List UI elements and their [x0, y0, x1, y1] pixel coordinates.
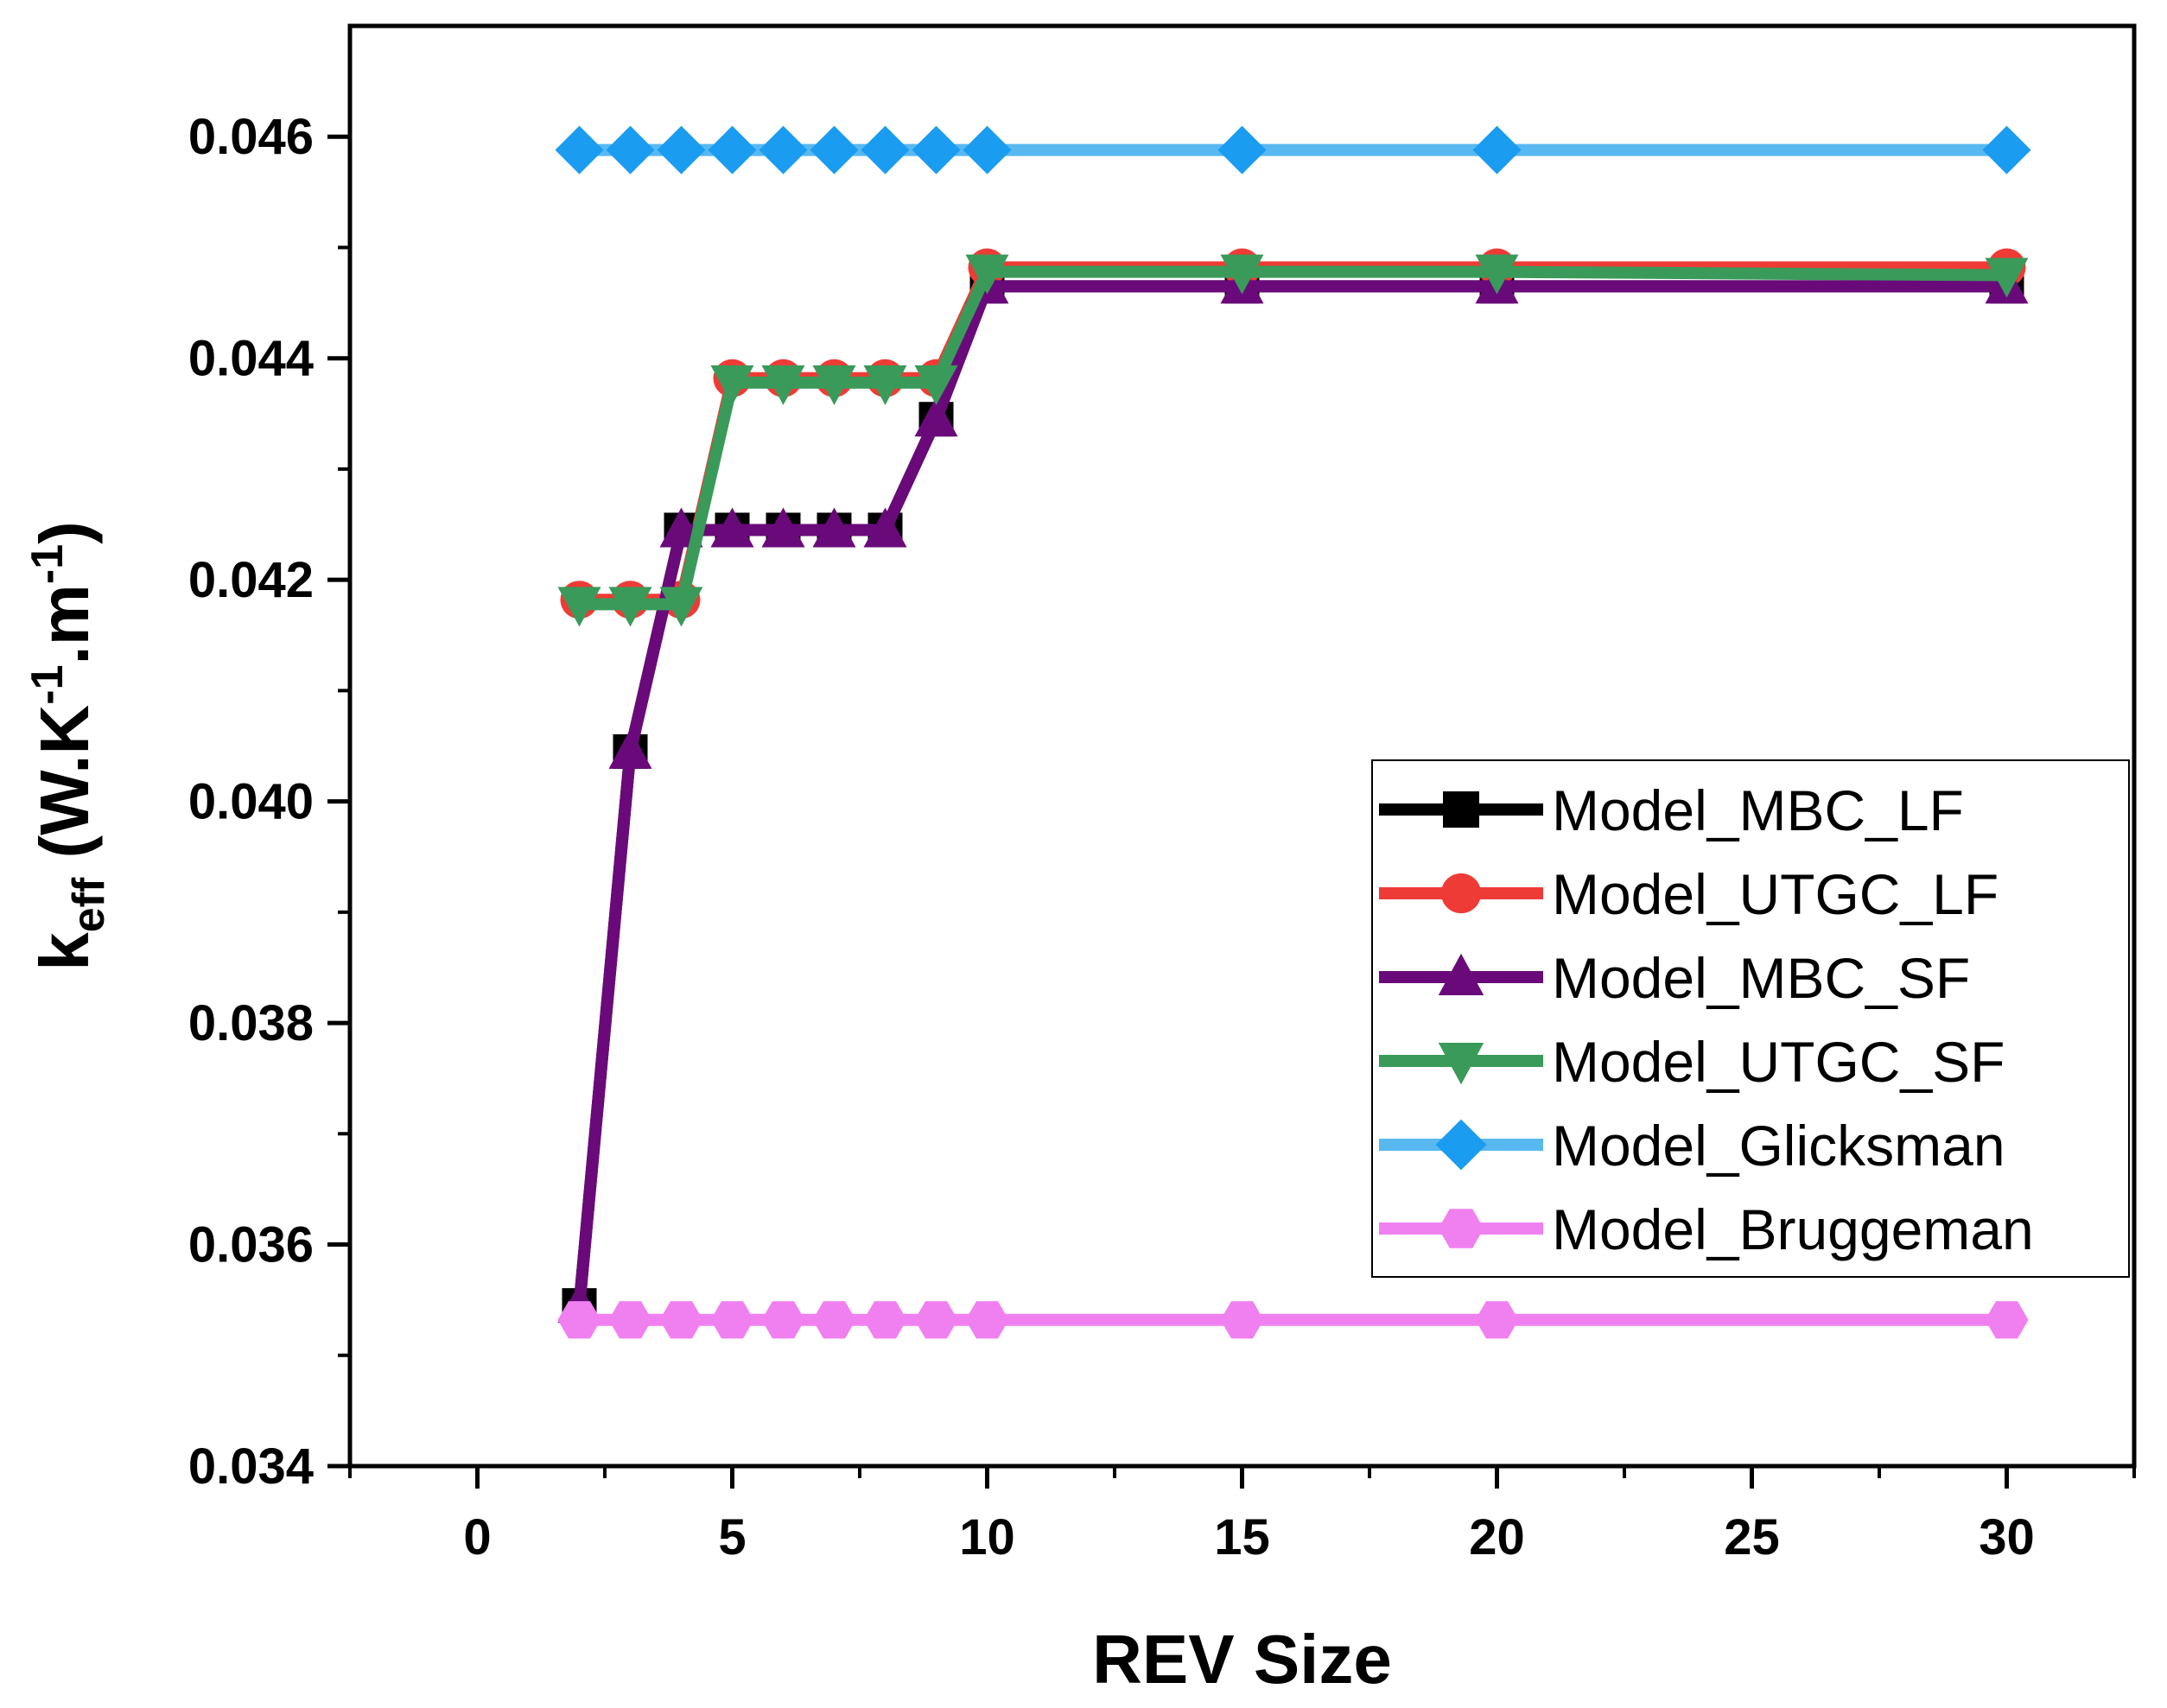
data-point	[863, 365, 907, 405]
data-point	[863, 507, 907, 548]
data-point	[608, 728, 652, 769]
y-tick-label: 0.044	[188, 331, 314, 387]
data-point	[759, 125, 808, 175]
data-point	[810, 125, 859, 175]
series-line	[573, 280, 2007, 1306]
y-axis: 0.034 0.036 0.038 0.040 0.042 0.044 0.046	[188, 109, 350, 1495]
x-tick-label: 25	[1724, 1509, 1780, 1565]
legend-label: Model_UTGC_SF	[1552, 1030, 2005, 1094]
data-point	[812, 507, 856, 548]
x-tick-label: 10	[959, 1509, 1015, 1565]
y-tick-label: 0.040	[188, 774, 314, 830]
legend-label: Model_MBC_SF	[1552, 946, 1970, 1010]
series-Model_UTGC_SF	[557, 254, 2029, 627]
x-tick-label: 15	[1214, 1509, 1270, 1565]
legend-box	[1371, 759, 2130, 1278]
legend-entry: Model_UTGC_SF	[1379, 1030, 2005, 1094]
series-Model_Glicksman	[555, 125, 2031, 175]
data-point	[557, 1301, 601, 1339]
y-title-base: k	[26, 932, 103, 971]
x-tick-label: 20	[1469, 1509, 1525, 1565]
legend-label: Model_Glicksman	[1552, 1114, 2005, 1178]
data-point	[1217, 125, 1267, 175]
legend-label: Model_Bruggeman	[1552, 1197, 2034, 1261]
data-point	[557, 587, 601, 627]
data-point	[761, 507, 805, 548]
y-tick-label: 0.034	[188, 1438, 314, 1495]
data-point	[1472, 125, 1522, 175]
legend-label: Model_UTGC_LF	[1552, 862, 1999, 926]
data-point	[914, 397, 958, 437]
data-point	[912, 125, 961, 175]
legend-entry: Model_UTGC_LF	[1379, 862, 1999, 926]
data-point	[812, 365, 856, 405]
data-point	[963, 125, 1012, 175]
data-point	[1985, 1301, 2029, 1339]
series-line	[579, 261, 2007, 606]
data-point	[710, 1301, 754, 1339]
data-point	[659, 587, 703, 627]
y-title-superscript-2: -1	[22, 544, 73, 584]
data-point	[914, 365, 958, 405]
data-point	[708, 125, 757, 175]
y-tick-label: 0.036	[188, 1217, 314, 1273]
y-tick-label: 0.046	[188, 109, 314, 165]
x-tick-label: 0	[463, 1509, 491, 1565]
data-point	[761, 1301, 805, 1339]
legend-label: Model_MBC_LF	[1552, 778, 1964, 842]
legend-entry: Model_MBC_LF	[1379, 778, 1964, 842]
x-axis: 0 5 10 15 20 25 30	[348, 1466, 2136, 1565]
data-point	[710, 365, 754, 405]
data-point	[659, 1301, 703, 1339]
y-title-unit-mid: .m	[26, 584, 103, 664]
data-point	[863, 1301, 907, 1339]
legend-entry: Model_MBC_SF	[1379, 946, 1970, 1010]
y-tick-label: 0.038	[188, 995, 314, 1051]
series-layer	[555, 125, 2031, 1339]
data-point	[1220, 1301, 1264, 1339]
y-title-unit-close: )	[26, 521, 103, 544]
legend: Model_MBC_LF Model_UTGC_LF Model_MBC_SF Mod…	[1371, 759, 2130, 1278]
legend-swatch-marker	[1438, 953, 1484, 995]
legend-swatch-marker	[1440, 873, 1482, 914]
legend-entry: Model_Bruggeman	[1379, 1197, 2034, 1261]
data-point	[710, 507, 754, 548]
series-Model_UTGC_LF	[560, 248, 2026, 619]
data-point	[861, 125, 910, 175]
data-point	[965, 254, 1009, 295]
data-point	[606, 125, 655, 175]
data-point	[965, 1301, 1009, 1339]
y-title-unit-open: (W.K	[26, 705, 103, 878]
legend-entry: Model_Glicksman	[1379, 1114, 2005, 1178]
legend-swatch-marker	[1438, 1209, 1484, 1248]
legend-swatch-marker	[1435, 1119, 1487, 1171]
data-point	[761, 365, 805, 405]
legend-swatch-marker	[1443, 791, 1479, 828]
data-point	[555, 125, 604, 175]
x-axis-title: REV Size	[1092, 1621, 1392, 1698]
legend-swatch-marker	[1438, 1043, 1484, 1085]
data-point	[812, 1301, 856, 1339]
data-point	[1475, 1301, 1519, 1339]
x-tick-label: 30	[1979, 1509, 2035, 1565]
data-point	[1220, 254, 1264, 295]
x-tick-label: 5	[718, 1509, 746, 1565]
y-title-subscript: eff	[64, 877, 114, 932]
y-tick-label: 0.042	[188, 552, 314, 608]
data-point	[1475, 254, 1519, 295]
data-point	[657, 125, 706, 175]
data-point	[1985, 257, 2029, 298]
data-point	[608, 1301, 652, 1339]
data-point	[914, 1301, 958, 1339]
y-title-superscript-1: -1	[22, 664, 73, 704]
y-axis-title: keff (W.K-1.m-1)	[22, 521, 114, 971]
data-point	[608, 587, 652, 627]
series-line	[579, 265, 2007, 611]
data-point	[1982, 125, 2031, 175]
series-Model_Bruggeman	[557, 1301, 2029, 1339]
